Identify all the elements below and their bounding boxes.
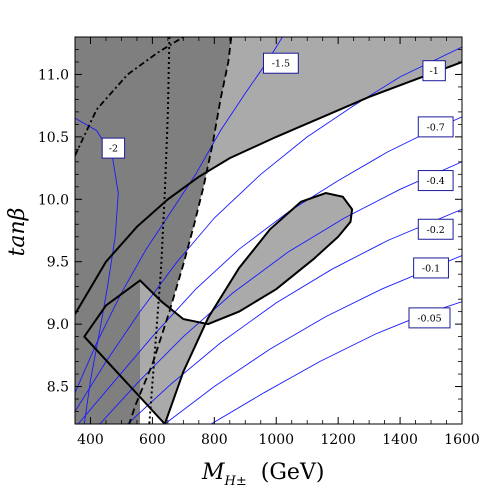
contour-label-box bbox=[262, 52, 299, 74]
contour-label-box bbox=[417, 116, 454, 138]
contour-label-box bbox=[101, 137, 126, 159]
contour-line bbox=[77, 116, 462, 424]
dashdot-boundary-curve bbox=[75, 37, 184, 156]
contour-label: -0.7 bbox=[417, 116, 454, 138]
lens-region bbox=[84, 193, 353, 424]
lens-boundary-curve bbox=[83, 191, 354, 424]
contour-label: -1 bbox=[422, 60, 446, 82]
x-tick-label: 1000 bbox=[258, 432, 294, 448]
contour-label: -0.05 bbox=[408, 307, 451, 329]
x-tick-label: 600 bbox=[139, 432, 166, 448]
x-tick-label: 800 bbox=[201, 432, 228, 448]
contour-line bbox=[127, 208, 462, 424]
contour-label-text: -0.4 bbox=[427, 176, 445, 187]
y-tick-label: 11.0 bbox=[38, 67, 69, 83]
contour-line bbox=[75, 46, 462, 412]
contour-label: -0.1 bbox=[413, 257, 449, 279]
contour-label-text: -1.5 bbox=[272, 59, 290, 70]
contour-label: -0.2 bbox=[417, 218, 454, 240]
contour-label: -2 bbox=[101, 137, 126, 159]
contour-label-text: -0.2 bbox=[427, 225, 445, 236]
y-tick-label: 9.5 bbox=[47, 255, 69, 271]
y-tick-label: 8.5 bbox=[47, 380, 69, 396]
y-tick-label: 9.0 bbox=[47, 317, 69, 333]
x-tick-label: 1200 bbox=[320, 432, 356, 448]
y-tick-label: 10.5 bbox=[38, 130, 69, 146]
x-axis-title: MH± (GeV) bbox=[201, 460, 324, 488]
dashed-boundary-curve bbox=[128, 37, 233, 424]
x-tick-label: 1400 bbox=[382, 432, 418, 448]
contour-label: -1.5 bbox=[262, 52, 299, 74]
contour-label-text: -0.1 bbox=[422, 263, 440, 274]
contour-line bbox=[99, 161, 462, 424]
y-axis-title: tanβ bbox=[5, 208, 30, 257]
x-tick-label: 1600 bbox=[444, 432, 480, 448]
dark-lower-region bbox=[75, 280, 140, 424]
contour-label-text: -1 bbox=[430, 66, 439, 77]
contour-label-box bbox=[417, 218, 454, 240]
contour-label-box bbox=[408, 307, 451, 329]
x-tick-label: 400 bbox=[77, 432, 104, 448]
contour-label-text: -2 bbox=[109, 144, 118, 155]
plot-frame bbox=[74, 36, 463, 425]
y-tick-label: 10.0 bbox=[38, 192, 69, 208]
contour-label-text: -0.05 bbox=[417, 313, 441, 324]
contour-label: -0.4 bbox=[417, 170, 454, 192]
contour-line bbox=[75, 37, 283, 393]
contour-label-box bbox=[413, 257, 449, 279]
upper-boundary-curve bbox=[75, 61, 462, 315]
contour-line bbox=[164, 255, 462, 424]
contour-label-box bbox=[422, 60, 446, 82]
contour-label-box bbox=[417, 170, 454, 192]
contour-label-text: -0.7 bbox=[427, 122, 445, 133]
